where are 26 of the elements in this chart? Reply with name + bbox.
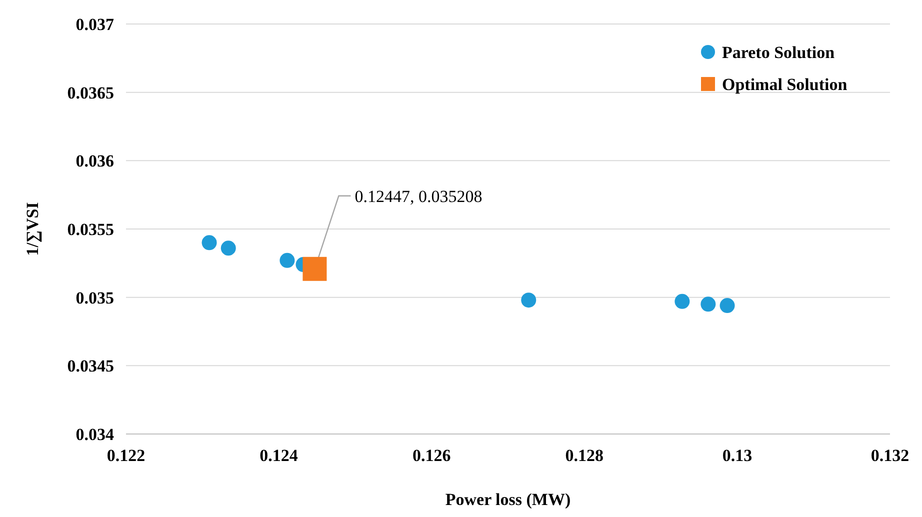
point — [700, 296, 716, 312]
point — [220, 240, 236, 256]
y-tick-label: 0.034 — [76, 425, 114, 444]
y-axis-title: 1/∑VSI — [23, 202, 42, 256]
point — [674, 294, 690, 309]
y-tick-label: 0.0345 — [67, 356, 114, 376]
x-tick-label: 0.13 — [722, 446, 752, 465]
x-tick-label: 0.124 — [260, 446, 298, 465]
x-tick-label: 0.126 — [412, 446, 451, 465]
point — [202, 235, 217, 250]
x-tick-label: 0.122 — [106, 446, 146, 465]
legend-label: Pareto Solution — [722, 43, 836, 62]
point — [302, 256, 327, 281]
y-tick-label: 0.035 — [76, 288, 114, 308]
y-tick-label: 0.036 — [76, 152, 114, 171]
x-axis-title: Power loss (MW) — [445, 490, 571, 509]
x-tick-label: 0.132 — [870, 446, 910, 465]
point — [720, 298, 735, 314]
x-tick-label: 0.128 — [565, 446, 604, 465]
annotation: 0.12447, 0.035208 — [354, 186, 482, 206]
point — [521, 292, 536, 308]
point — [280, 252, 295, 268]
legend-label: Optimal Solution — [722, 75, 848, 94]
y-tick-label: 0.0355 — [67, 220, 114, 239]
y-tick-label: 0.0365 — [67, 83, 114, 102]
y-tick-label: 0.037 — [76, 15, 114, 34]
